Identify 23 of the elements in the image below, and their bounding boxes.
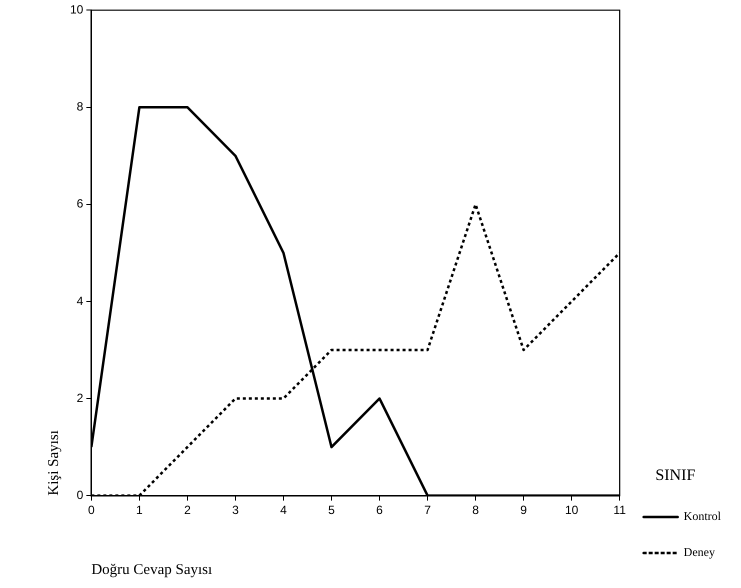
x-tick-label: 9 xyxy=(520,503,528,518)
x-tick-label: 8 xyxy=(472,503,480,518)
y-axis-title: Kişi Sayısı xyxy=(46,430,62,496)
x-tick-label: 6 xyxy=(376,503,384,518)
legend-label: Kontrol xyxy=(684,509,722,524)
x-tick-label: 4 xyxy=(280,503,288,518)
x-axis-title: Doğru Cevap Sayısı xyxy=(91,562,212,578)
legend-title: SINIF xyxy=(655,467,696,484)
x-tick-label: 5 xyxy=(328,503,336,518)
x-tick-label: 3 xyxy=(232,503,240,518)
legend-label: Deney xyxy=(684,545,715,560)
x-tick-label: 11 xyxy=(613,503,626,518)
x-tick-label: 2 xyxy=(184,503,192,518)
y-tick-label: 6 xyxy=(76,196,84,211)
x-tick-label: 0 xyxy=(88,503,96,518)
y-tick-label: 4 xyxy=(76,294,84,308)
y-tick-label: 10 xyxy=(70,2,84,17)
y-tick-label: 8 xyxy=(76,100,84,114)
y-tick-label: 0 xyxy=(76,488,84,502)
x-tick-label: 7 xyxy=(424,503,432,518)
x-tick-label: 10 xyxy=(564,503,579,518)
y-tick-label: 2 xyxy=(76,390,84,405)
x-tick-label: 1 xyxy=(136,503,144,518)
